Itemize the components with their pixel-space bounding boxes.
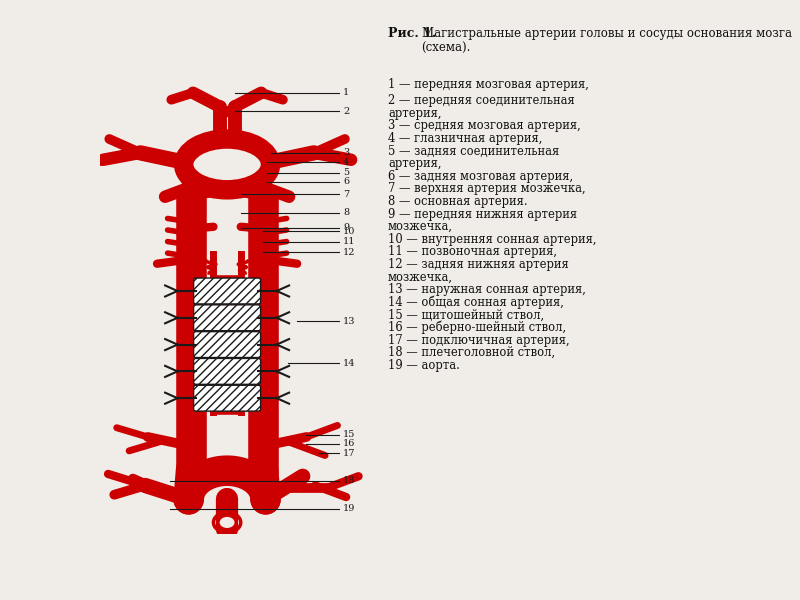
Text: 9 — передняя нижняя артерия: 9 — передняя нижняя артерия <box>388 208 577 221</box>
Text: 1: 1 <box>343 88 350 97</box>
Text: мозжечка,: мозжечка, <box>388 220 453 233</box>
Text: 11: 11 <box>343 237 355 246</box>
Text: 3: 3 <box>343 148 350 157</box>
Text: 15 — щитошейный ствол,: 15 — щитошейный ствол, <box>388 308 544 322</box>
Text: 13 — наружная сонная артерия,: 13 — наружная сонная артерия, <box>388 283 586 296</box>
Text: 15: 15 <box>343 430 355 439</box>
FancyBboxPatch shape <box>194 385 261 411</box>
FancyBboxPatch shape <box>194 358 261 385</box>
Text: 10 — внутренняя сонная артерия,: 10 — внутренняя сонная артерия, <box>388 233 597 246</box>
FancyBboxPatch shape <box>194 332 261 358</box>
Text: 5: 5 <box>343 168 349 177</box>
Text: артерия,: артерия, <box>388 107 442 120</box>
Text: 4: 4 <box>343 158 350 167</box>
Text: 5 — задняя соединительная: 5 — задняя соединительная <box>388 145 559 158</box>
Text: 8 — основная артерия.: 8 — основная артерия. <box>388 195 528 208</box>
Text: 12 — задняя нижняя артерия: 12 — задняя нижняя артерия <box>388 258 569 271</box>
FancyBboxPatch shape <box>194 278 261 304</box>
Text: 7 — верхняя артерия мозжечка,: 7 — верхняя артерия мозжечка, <box>388 182 586 196</box>
Text: 2: 2 <box>343 107 350 116</box>
Text: Рис. 1.: Рис. 1. <box>388 27 436 40</box>
Text: 3 — средняя мозговая артерия,: 3 — средняя мозговая артерия, <box>388 119 581 133</box>
Text: Магистральные артерии головы и сосуды основания мозга (схема).: Магистральные артерии головы и сосуды ос… <box>422 27 792 55</box>
Text: артерия,: артерия, <box>388 157 442 170</box>
Text: 6 — задняя мозговая артерия,: 6 — задняя мозговая артерия, <box>388 170 573 183</box>
Text: 7: 7 <box>343 190 350 199</box>
Text: 14 — общая сонная артерия,: 14 — общая сонная артерия, <box>388 296 564 310</box>
Text: 16 — реберно-шейный ствол,: 16 — реберно-шейный ствол, <box>388 321 566 335</box>
Text: 16: 16 <box>343 439 355 448</box>
Text: 10: 10 <box>343 227 355 236</box>
Text: мозжечка,: мозжечка, <box>388 271 453 284</box>
Text: 19: 19 <box>343 504 355 513</box>
Text: 19 — аорта.: 19 — аорта. <box>388 359 460 372</box>
Text: 17 — подключичная артерия,: 17 — подключичная артерия, <box>388 334 570 347</box>
Text: 1 — передняя мозговая артерия,: 1 — передняя мозговая артерия, <box>388 78 589 91</box>
Text: 12: 12 <box>343 248 355 257</box>
Text: 14: 14 <box>343 359 355 368</box>
Circle shape <box>220 517 234 528</box>
Text: 4 — глазничная артерия,: 4 — глазничная артерия, <box>388 132 542 145</box>
Text: 18 — плечеголовной ствол,: 18 — плечеголовной ствол, <box>388 346 555 359</box>
Text: 18: 18 <box>343 476 355 485</box>
Ellipse shape <box>184 139 270 190</box>
Text: 8: 8 <box>343 208 349 217</box>
Text: 2 — передняя соединительная: 2 — передняя соединительная <box>388 94 574 107</box>
Text: 13: 13 <box>343 317 355 326</box>
Text: 9: 9 <box>343 223 349 232</box>
Text: 11 — позвоночная артерия,: 11 — позвоночная артерия, <box>388 245 557 259</box>
FancyBboxPatch shape <box>194 305 261 331</box>
Text: 6: 6 <box>343 178 349 187</box>
Text: 17: 17 <box>343 449 355 458</box>
